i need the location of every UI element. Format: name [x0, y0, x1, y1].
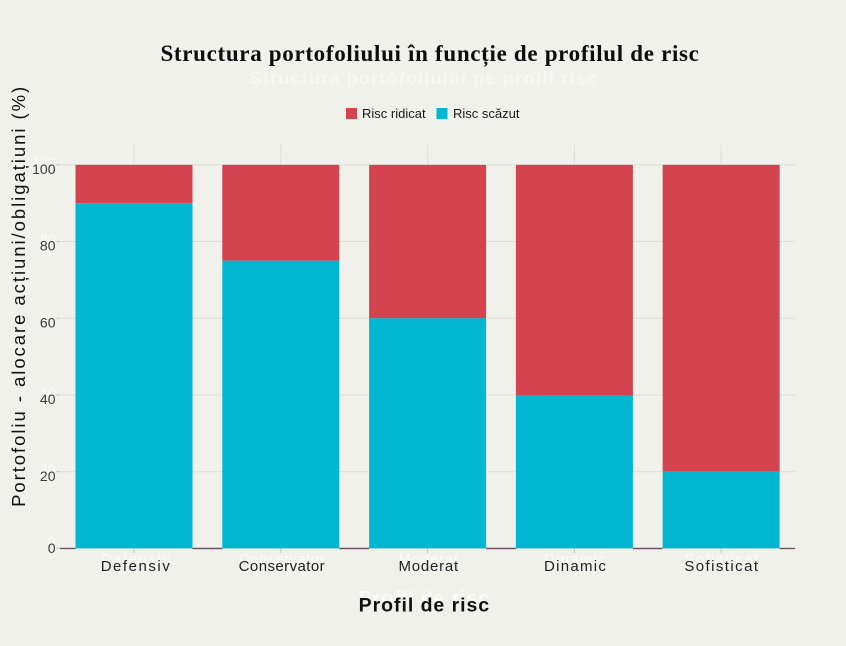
svg-text:Defensiv: Defensiv [101, 558, 172, 575]
svg-text:Moderat: Moderat [398, 558, 458, 575]
svg-text:Risc ridicat: Risc ridicat [362, 106, 426, 121]
svg-text:Dinamic: Dinamic [544, 551, 607, 568]
svg-text:40: 40 [40, 391, 56, 407]
svg-text:Portofoliu - alocare acțiuni/o: Portofoliu - alocare acțiuni/obligațiuni… [8, 85, 29, 507]
svg-text:Sofisticat: Sofisticat [684, 558, 759, 575]
svg-text:Profil de risc: Profil de risc [359, 587, 490, 609]
svg-text:Defensiv: Defensiv [101, 551, 172, 568]
svg-text:60: 60 [40, 315, 56, 331]
svg-text:Conservator: Conservator [239, 558, 325, 575]
svg-text:80: 80 [40, 231, 56, 247]
svg-text:60: 60 [40, 308, 56, 324]
svg-text:Dinamic: Dinamic [544, 558, 607, 575]
svg-text:20: 20 [40, 468, 56, 484]
svg-text:40: 40 [40, 384, 56, 400]
svg-text:Profil de risc: Profil de risc [359, 594, 490, 616]
svg-text:Moderat: Moderat [398, 551, 458, 568]
svg-text:Sofisticat: Sofisticat [684, 551, 759, 568]
svg-text:Risc scăzut: Risc scăzut [453, 106, 520, 121]
svg-text:80: 80 [40, 238, 56, 254]
svg-text:0: 0 [48, 533, 56, 549]
svg-text:Conservator: Conservator [239, 551, 325, 568]
svg-text:20: 20 [40, 461, 56, 477]
svg-text:Structura portofoliului în fun: Structura portofoliului în funcție de pr… [160, 41, 699, 67]
svg-text:0: 0 [48, 540, 56, 556]
svg-text:100: 100 [32, 154, 56, 170]
svg-text:Structura portofoliului pe pro: Structura portofoliului pe profil risc [250, 69, 599, 89]
svg-text:100: 100 [32, 161, 56, 177]
